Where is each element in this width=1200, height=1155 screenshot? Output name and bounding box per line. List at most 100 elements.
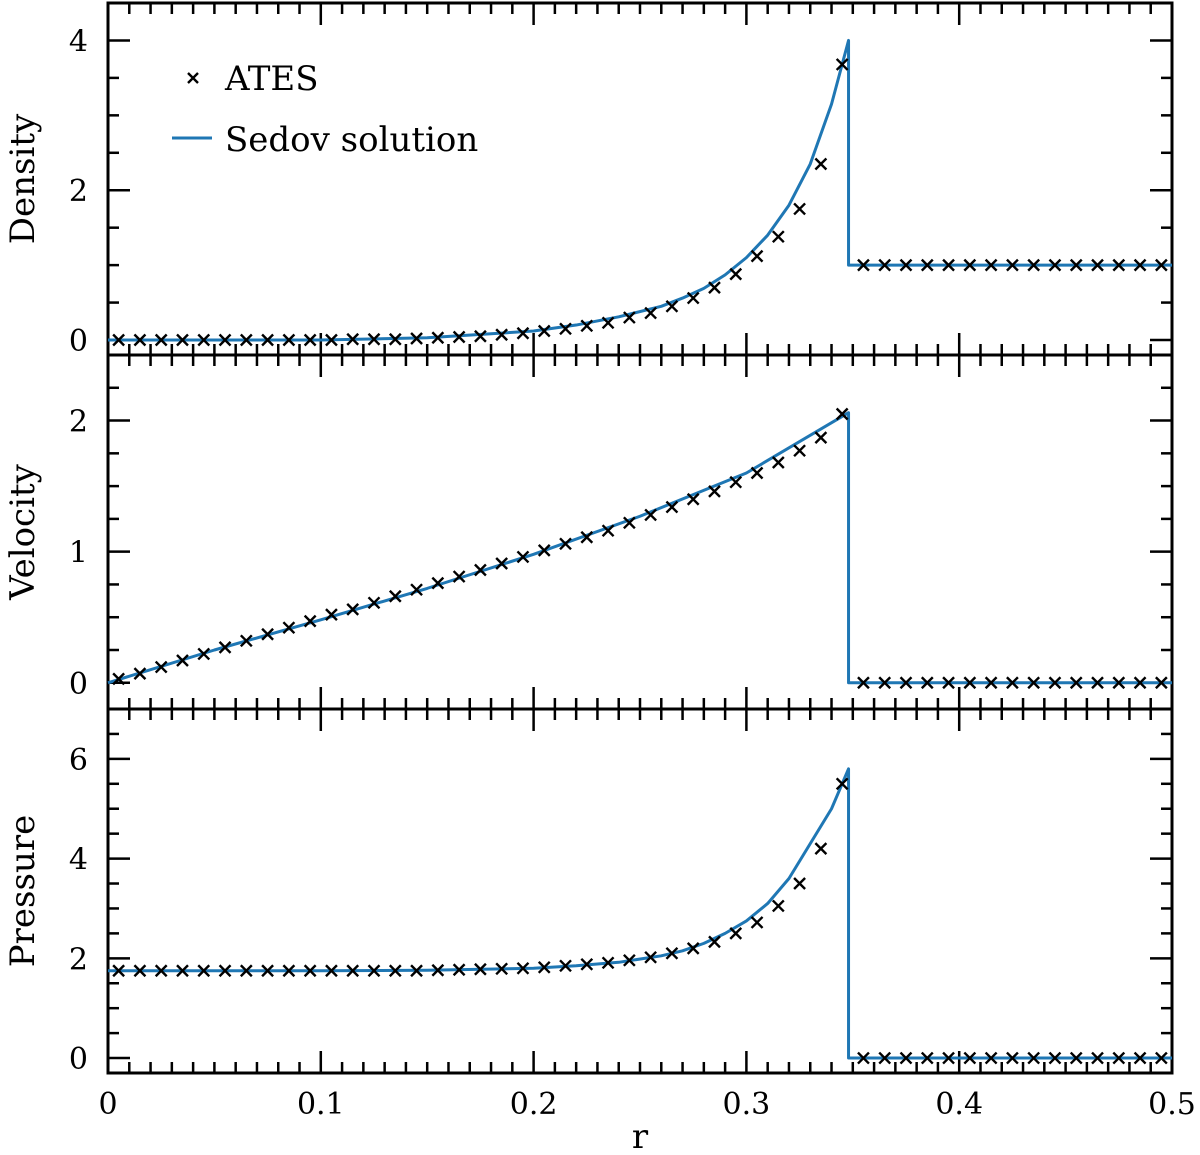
velocity-ates-point bbox=[474, 563, 487, 577]
velocity-ates-point bbox=[154, 660, 168, 674]
density-axis-title: Density bbox=[3, 113, 43, 244]
velocity-ates-point bbox=[431, 576, 445, 590]
density-ates-point bbox=[516, 326, 530, 340]
density-ates-point bbox=[410, 332, 423, 345]
pressure-y-tick-label: 0 bbox=[69, 1042, 88, 1077]
pressure-ates-point bbox=[1006, 1051, 1019, 1065]
pressure-ates-point bbox=[601, 956, 615, 970]
density-ates-point bbox=[154, 333, 168, 347]
density-ates-point bbox=[942, 258, 955, 272]
density-ates-point bbox=[601, 316, 615, 330]
velocity-ates-point bbox=[644, 508, 657, 522]
pressure-ates-point bbox=[133, 964, 147, 978]
legend-ates-label: ATES bbox=[224, 59, 318, 99]
velocity-y-tick-label: 0 bbox=[69, 667, 88, 702]
pressure-ates-point bbox=[1091, 1051, 1104, 1065]
density-ates-point bbox=[325, 333, 338, 347]
velocity-ates-point bbox=[899, 676, 913, 690]
velocity-ates-point bbox=[133, 667, 147, 680]
density-sedov-solution-line bbox=[108, 38, 1172, 342]
density-ates-point bbox=[580, 319, 594, 333]
velocity-panel-frame bbox=[106, 353, 1174, 711]
density-ates-point bbox=[537, 324, 551, 338]
density-ates-point bbox=[367, 332, 381, 346]
pressure-ates-point bbox=[750, 916, 764, 929]
velocity-ates-point bbox=[623, 516, 636, 530]
density-ates-point bbox=[835, 58, 849, 71]
pressure-ates-point bbox=[452, 963, 466, 977]
pressure-ates-point bbox=[835, 777, 849, 791]
velocity-ates-point bbox=[452, 570, 466, 583]
density-ates-point bbox=[1112, 258, 1126, 272]
density-panel-frame bbox=[106, 1, 1174, 357]
density-ates-point bbox=[303, 333, 317, 347]
x-tick-label: 0.2 bbox=[510, 1087, 558, 1122]
velocity-ates-point bbox=[218, 641, 232, 654]
density-ates-point bbox=[814, 157, 828, 171]
velocity-ates-point bbox=[771, 456, 785, 469]
density-ates-point bbox=[771, 230, 785, 244]
axis-labels: 0 2 4 Density 0 1 2 Velocity 0 2 4 6 Pressure 0 0.1 0.2… bbox=[3, 24, 1196, 1122]
density-ates-point bbox=[665, 299, 679, 313]
pressure-ates-point bbox=[686, 941, 700, 955]
density-ates-point bbox=[112, 333, 125, 347]
velocity-ates-point bbox=[303, 614, 317, 628]
pressure-ates-point bbox=[388, 964, 402, 978]
velocity-y-tick-label: 1 bbox=[69, 536, 88, 571]
density-ates-point bbox=[197, 333, 211, 347]
pressure-ates-point bbox=[346, 964, 360, 978]
velocity-ates-point bbox=[239, 634, 253, 648]
velocity-ates-point bbox=[984, 676, 998, 690]
pressure-ates-point bbox=[644, 950, 657, 964]
density-ates-point bbox=[495, 328, 509, 342]
velocity-ates-point bbox=[601, 524, 615, 538]
velocity-ates-point bbox=[176, 654, 189, 667]
legend-ates-marker bbox=[187, 72, 199, 84]
density-ates-point bbox=[176, 333, 189, 347]
density-ates-point bbox=[644, 306, 657, 320]
pressure-ates-point bbox=[580, 957, 594, 971]
x-tick-label: 0.3 bbox=[723, 1087, 771, 1122]
density-ates-point bbox=[857, 258, 870, 272]
velocity-ates-point bbox=[920, 676, 934, 690]
density-ates-point bbox=[623, 311, 636, 324]
velocity-ates-point bbox=[282, 621, 296, 635]
sedov-solution-curves bbox=[107, 38, 1172, 1060]
velocity-ates-point bbox=[1006, 676, 1019, 690]
density-ates-point bbox=[899, 258, 913, 272]
velocity-ates-point bbox=[665, 500, 679, 514]
pressure-ates-point bbox=[474, 962, 487, 976]
velocity-axis-title: Velocity bbox=[3, 463, 43, 600]
pressure-ates-point bbox=[197, 964, 211, 978]
pressure-ates-point bbox=[303, 964, 317, 978]
pressure-ates-point bbox=[431, 963, 445, 977]
velocity-ates-point bbox=[1091, 676, 1104, 690]
velocity-ates-point bbox=[346, 603, 360, 616]
x-tick-label: 0.4 bbox=[935, 1087, 983, 1122]
x-tick-label: 0 bbox=[98, 1087, 117, 1122]
velocity-y-tick-label: 2 bbox=[69, 405, 88, 440]
density-ates-point bbox=[431, 331, 445, 345]
x-tick-label: 0.5 bbox=[1148, 1087, 1196, 1122]
pressure-ates-point bbox=[495, 962, 509, 976]
axis-ticks bbox=[106, 1, 1174, 1073]
pressure-ates-point bbox=[1112, 1051, 1126, 1065]
pressure-ates-point bbox=[729, 927, 743, 940]
pressure-ates-point bbox=[1155, 1051, 1168, 1065]
x-tick-label: 0.1 bbox=[297, 1087, 345, 1122]
pressure-ates-point bbox=[410, 964, 423, 978]
velocity-ates-point bbox=[835, 407, 849, 421]
velocity-ates-point bbox=[112, 672, 125, 686]
density-ates-point bbox=[1069, 258, 1083, 272]
pressure-ates-point bbox=[942, 1051, 955, 1065]
velocity-ates-point bbox=[1027, 676, 1041, 690]
density-ates-point bbox=[793, 202, 806, 216]
ates-markers bbox=[112, 58, 1168, 1065]
pressure-ates-point bbox=[1069, 1051, 1083, 1065]
density-ates-point bbox=[261, 333, 274, 347]
pressure-ates-point bbox=[176, 964, 189, 978]
pressure-ates-point bbox=[857, 1051, 870, 1065]
velocity-ates-point bbox=[729, 475, 743, 489]
density-ates-point bbox=[218, 333, 232, 347]
density-y-tick-label: 0 bbox=[69, 324, 88, 359]
